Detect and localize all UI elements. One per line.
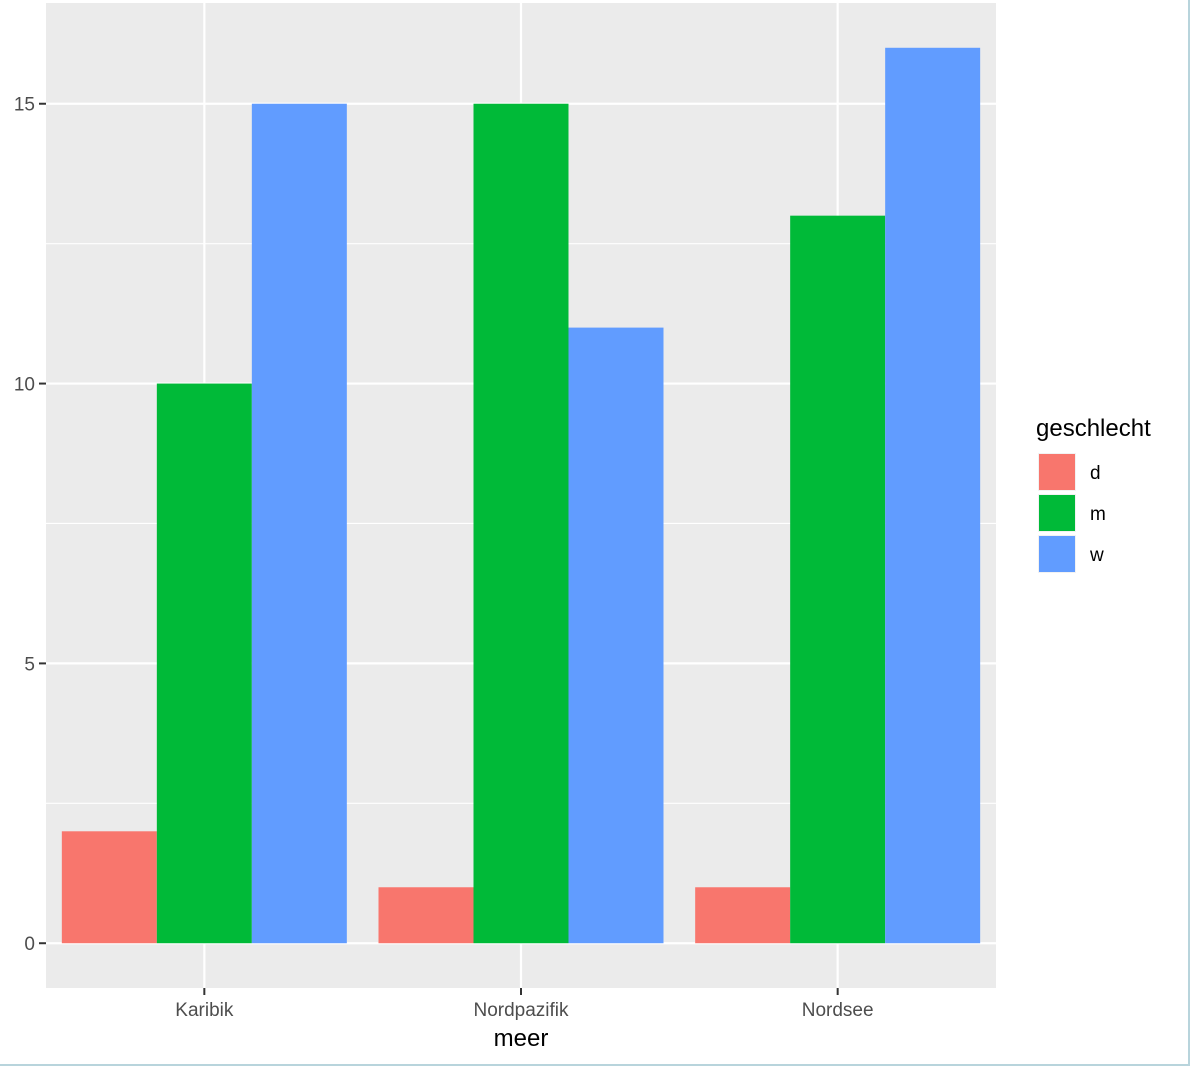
- legend-swatch-w: [1039, 536, 1075, 572]
- legend: geschlecht dmw: [1036, 415, 1151, 573]
- y-axis: 0 5 10 15: [14, 95, 46, 955]
- bar-d-nordsee: [695, 887, 791, 944]
- bar-d-karibik: [61, 831, 157, 944]
- bar-m-nordpazifik: [473, 103, 569, 944]
- y-tick-label: 15: [14, 95, 35, 116]
- x-axis: Karibik Nordpazifik Nordsee: [175, 988, 874, 1021]
- x-tick-label: Karibik: [175, 1000, 234, 1021]
- y-tick-label: 10: [14, 375, 35, 396]
- legend-title: geschlecht: [1036, 415, 1151, 442]
- legend-items: dmw: [1038, 453, 1106, 573]
- bar-w-nordsee: [885, 47, 981, 944]
- legend-swatch-d: [1039, 454, 1075, 490]
- x-tick-label: Nordpazifik: [473, 1000, 569, 1021]
- legend-swatch-m: [1039, 495, 1075, 531]
- bar-w-karibik: [251, 103, 347, 944]
- x-axis-title: meer: [494, 1025, 549, 1052]
- legend-label-w: w: [1089, 545, 1104, 566]
- x-tick-label: Nordsee: [802, 1000, 874, 1021]
- bar-m-nordsee: [790, 215, 886, 944]
- bar-d-nordpazifik: [378, 887, 474, 944]
- legend-label-d: d: [1090, 463, 1101, 484]
- y-tick-label: 5: [24, 654, 35, 675]
- bar-w-nordpazifik: [568, 327, 664, 944]
- y-tick-label: 0: [24, 934, 35, 955]
- bars: [61, 47, 981, 944]
- bar-m-karibik: [156, 383, 252, 944]
- legend-label-m: m: [1090, 504, 1106, 525]
